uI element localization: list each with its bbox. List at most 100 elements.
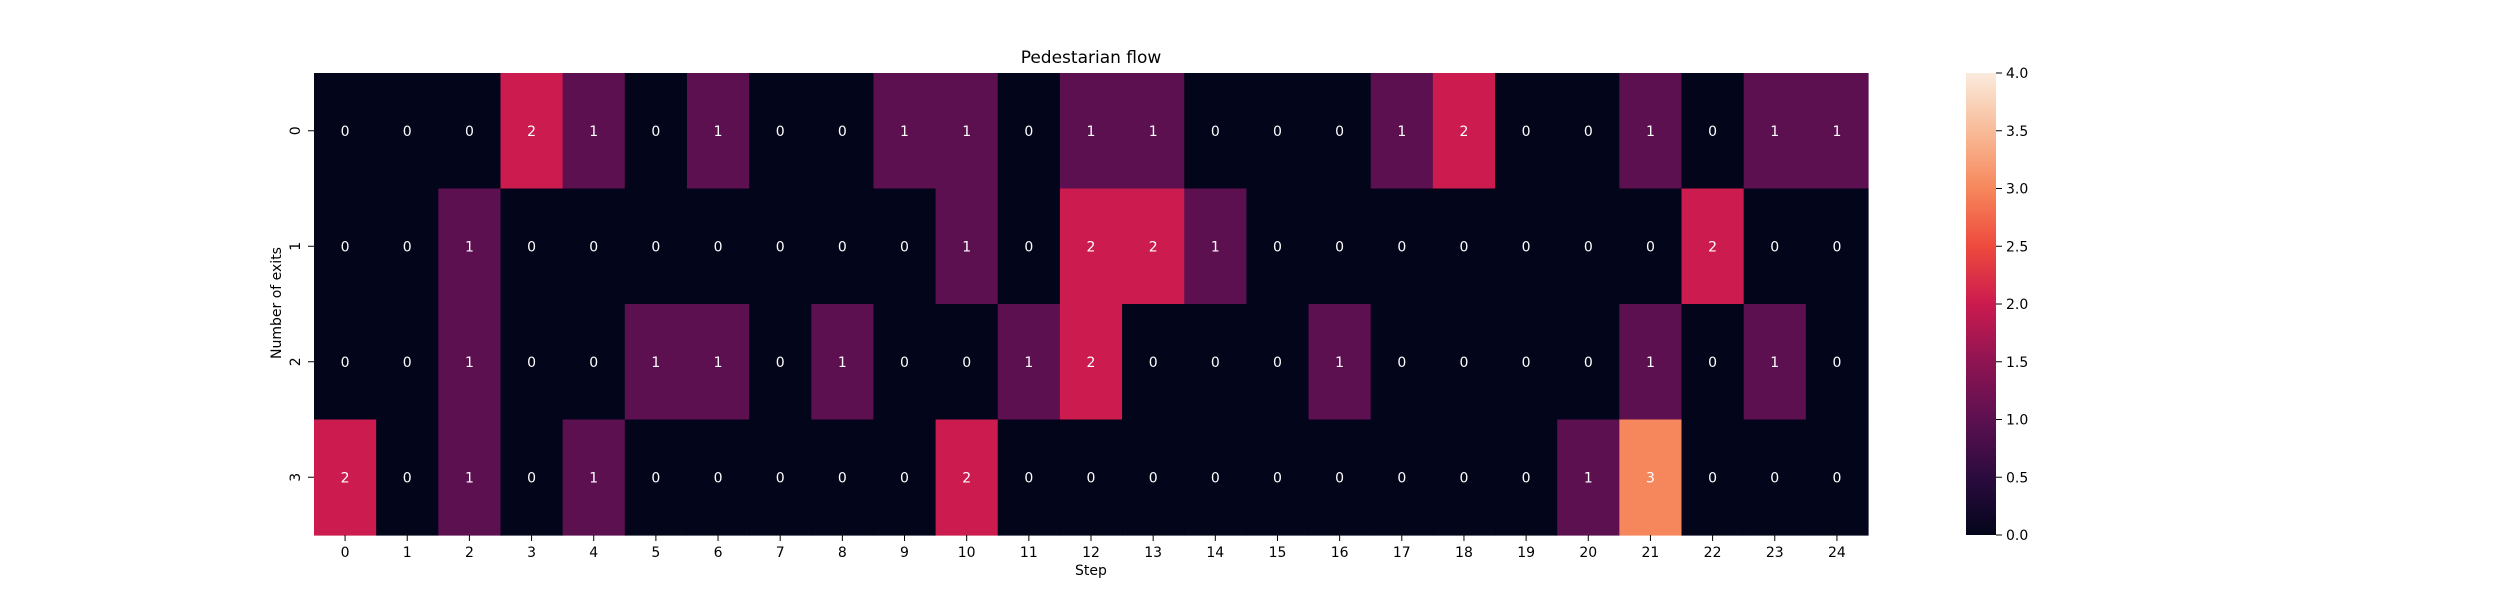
heatmap-cell — [562, 304, 626, 421]
cell-value-label: 0 — [651, 470, 660, 486]
colorbar-tick-label: 3.0 — [2006, 182, 2028, 198]
heatmap-cell — [997, 73, 1061, 190]
heatmap-cell — [873, 188, 937, 305]
heatmap-cell — [1184, 419, 1247, 536]
heatmap-cell — [1681, 304, 1745, 421]
cell-value-label: 1 — [1832, 124, 1841, 140]
cell-value-label: 2 — [1087, 355, 1096, 371]
heatmap-cell — [1059, 419, 1123, 536]
y-tick-label: 1 — [288, 242, 304, 251]
heatmap-cell — [1743, 188, 1807, 305]
heatmap-cell — [1122, 304, 1185, 421]
cell-value-label: 0 — [838, 239, 847, 255]
cell-value-label: 0 — [1149, 355, 1158, 371]
cell-value-label: 0 — [651, 124, 660, 140]
heatmap-cell — [314, 419, 377, 536]
heatmap-cell — [935, 188, 999, 305]
heatmap-cell — [376, 419, 439, 536]
heatmap-cell — [562, 419, 626, 536]
heatmap-cells: 0 0 0 2 1 0 1 0 0 1 1 0 1 1 0 0 0 1 2 0 0 1 0 1 1 0 0 1 0 0 0 0 0 0 0 1 0 2 2 1… — [314, 73, 1869, 536]
cell-value-label: 0 — [1584, 239, 1593, 255]
cell-value-label: 1 — [1397, 124, 1406, 140]
cell-value-label: 0 — [776, 355, 785, 371]
cell-value-label: 0 — [1459, 470, 1468, 486]
x-tick-label: 24 — [1828, 545, 1846, 561]
heatmap-cell — [811, 188, 875, 305]
x-tick-label: 20 — [1579, 545, 1597, 561]
cell-value-label: 0 — [1087, 470, 1096, 486]
cell-value-label: 0 — [1522, 470, 1531, 486]
x-tick-label: 13 — [1144, 545, 1162, 561]
heatmap-cell — [1246, 188, 1310, 305]
cell-value-label: 0 — [838, 124, 847, 140]
cell-value-label: 0 — [1708, 124, 1717, 140]
cell-value-label: 0 — [465, 124, 474, 140]
y-tick-label: 2 — [288, 357, 304, 366]
heatmap-cell — [997, 304, 1061, 421]
cell-value-label: 0 — [1335, 239, 1344, 255]
heatmap-cell — [1743, 73, 1807, 190]
heatmap-cell — [873, 73, 937, 190]
cell-value-label: 0 — [1770, 470, 1779, 486]
cell-value-label: 3 — [1646, 470, 1655, 486]
heatmap-cell — [1557, 419, 1620, 536]
heatmap-cell — [1246, 419, 1310, 536]
cell-value-label: 0 — [403, 470, 412, 486]
y-axis-ticks: 0 1 2 3 — [288, 126, 314, 482]
heatmap-cell — [997, 419, 1061, 536]
x-tick-label: 21 — [1642, 545, 1660, 561]
cell-value-label: 0 — [962, 355, 971, 371]
cell-value-label: 0 — [1149, 470, 1158, 486]
heatmap-cell — [1619, 304, 1683, 421]
cell-value-label: 0 — [1335, 470, 1344, 486]
heatmap-cell — [749, 188, 812, 305]
colorbar-tick-label: 0.0 — [2006, 528, 2028, 544]
heatmap-cell — [1805, 304, 1869, 421]
heatmap-cell — [624, 188, 688, 305]
cell-value-label: 2 — [527, 124, 536, 140]
x-tick-label: 18 — [1455, 545, 1473, 561]
heatmap-cell — [1432, 188, 1496, 305]
heatmap-cell — [1308, 304, 1372, 421]
heatmap-cell — [438, 419, 502, 536]
cell-value-label: 0 — [1211, 124, 1220, 140]
heatmap-cell — [686, 73, 750, 190]
heatmap-cell — [1122, 188, 1185, 305]
cell-value-label: 0 — [1832, 355, 1841, 371]
heatmap-cell — [1495, 188, 1558, 305]
heatmap-cell — [686, 419, 750, 536]
x-tick-label: 0 — [341, 545, 350, 561]
x-axis-ticks: 0 1 2 3 4 5 6 7 8 9 10 11 12 13 14 15 16 17 18 19 20 21 22 23 24 — [341, 535, 1846, 561]
cell-value-label: 1 — [1024, 355, 1033, 371]
heatmap-cell — [749, 419, 812, 536]
cell-value-label: 0 — [341, 355, 350, 371]
heatmap-cell — [1184, 188, 1247, 305]
heatmap-cell — [749, 73, 812, 190]
x-tick-label: 12 — [1082, 545, 1100, 561]
heatmap-cell — [438, 304, 502, 421]
cell-value-label: 0 — [1273, 470, 1282, 486]
cell-value-label: 0 — [714, 470, 723, 486]
cell-value-label: 0 — [900, 239, 909, 255]
colorbar-tick-label: 2.5 — [2006, 239, 2028, 255]
cell-value-label: 0 — [1397, 355, 1406, 371]
cell-value-label: 0 — [776, 470, 785, 486]
cell-value-label: 0 — [1584, 355, 1593, 371]
heatmap-cell — [749, 304, 812, 421]
heatmap-cell — [1619, 188, 1683, 305]
chart-title: Pedestarian flow — [1021, 48, 1162, 68]
heatmap-cell — [1432, 419, 1496, 536]
cell-value-label: 0 — [1646, 239, 1655, 255]
heatmap-cell — [935, 304, 999, 421]
cell-value-label: 1 — [962, 239, 971, 255]
cell-value-label: 1 — [465, 355, 474, 371]
cell-value-label: 2 — [1087, 239, 1096, 255]
cell-value-label: 0 — [1459, 239, 1468, 255]
colorbar-tick-label: 2.0 — [2006, 297, 2028, 313]
heatmap-cell — [997, 188, 1061, 305]
cell-value-label: 1 — [1149, 124, 1158, 140]
heatmap-cell — [935, 419, 999, 536]
x-tick-label: 3 — [527, 545, 536, 561]
x-tick-label: 7 — [776, 545, 785, 561]
y-axis-label: Number of exits — [269, 247, 285, 359]
